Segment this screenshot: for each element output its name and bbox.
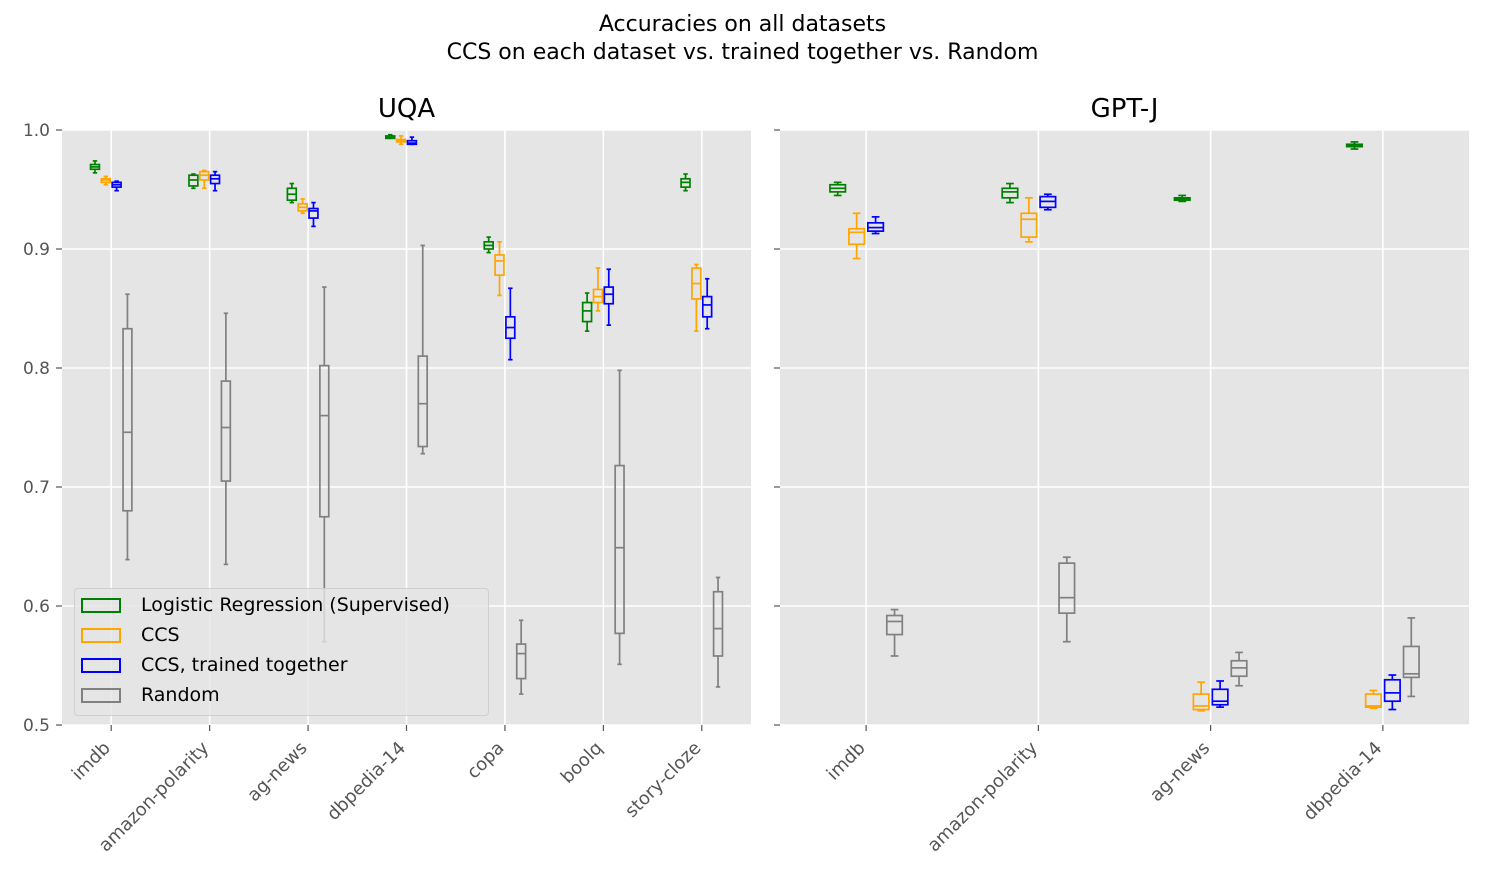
box-uqa-imdb-random-iqr: [122, 327, 133, 512]
legend-item-ccs: CCS: [81, 623, 180, 647]
y-tick-label: 0.8: [23, 359, 50, 379]
legend-label-random: Random: [141, 684, 220, 706]
box-uqa-story-cloze-random-iqr: [712, 590, 724, 657]
x-tick-label-amazon-polarity: amazon-polarity: [923, 737, 1042, 856]
panel-title-uqa: UQA: [378, 94, 435, 124]
x-tick-label-ag-news: ag-news: [1146, 738, 1214, 806]
legend-swatch-ccs-trained-together: [81, 657, 121, 673]
y-tick-label: 0.5: [23, 716, 50, 736]
box-gpt-j-imdb-random-iqr: [885, 614, 904, 636]
box-gpt-j-imdb-ccs-iqr: [848, 227, 866, 246]
legend-item-logistic-regression: Logistic Regression (Supervised): [81, 593, 450, 617]
box-uqa-boolq-ccs-trained-together-iqr: [603, 286, 615, 305]
box-uqa-dbpedia-14-random-iqr: [417, 355, 429, 448]
legend-item-random: Random: [81, 683, 220, 707]
figure-title-line-2: CCS on each dataset vs. trained together…: [446, 40, 1039, 65]
x-tick-label-dbpedia-14: dbpedia-14: [323, 738, 410, 825]
y-tick-label: 0.6: [23, 597, 50, 617]
box-uqa-ag-news-ccs-trained-together-iqr: [308, 207, 319, 219]
x-tick-label-imdb: imdb: [68, 738, 115, 785]
box-uqa-boolq-random-iqr: [614, 464, 625, 635]
legend-label-ccs-trained-together: CCS, trained together: [141, 654, 348, 676]
panel-title-gpt-j: GPT-J: [1091, 94, 1159, 124]
x-tick-label-ag-news: ag-news: [243, 738, 311, 806]
x-tick-label-dbpedia-14: dbpedia-14: [1299, 738, 1386, 825]
y-tick-label: 1.0: [23, 121, 50, 141]
box-gpt-j-dbpedia-14-ccs-trained-together-iqr: [1383, 678, 1401, 703]
x-tick-label-amazon-polarity: amazon-polarity: [95, 737, 214, 856]
legend-item-ccs-trained-together: CCS, trained together: [81, 653, 348, 677]
box-gpt-j-amazon-polarity-ccs-iqr: [1020, 212, 1038, 238]
x-tick-label-story-cloze: story-cloze: [621, 738, 705, 822]
box-uqa-amazon-polarity-random-iqr: [220, 380, 232, 482]
box-gpt-j-amazon-polarity-logistic-regression-supervised-iqr: [1001, 187, 1019, 199]
legend-swatch-ccs: [81, 627, 121, 643]
legend: Logistic Regression (Supervised) CCS CCS…: [74, 588, 489, 716]
legend-swatch-random: [81, 687, 121, 703]
x-tick-label-boolq: boolq: [557, 738, 607, 788]
box-gpt-j-dbpedia-14-random-iqr: [1402, 645, 1420, 679]
box-uqa-story-cloze-ccs-trained-together-iqr: [701, 295, 713, 318]
legend-swatch-logistic-regression: [81, 597, 121, 613]
y-tick-label: 0.9: [23, 240, 50, 260]
legend-label-ccs: CCS: [141, 624, 180, 646]
box-uqa-ag-news-random-iqr: [319, 364, 330, 518]
x-tick-label-copa: copa: [463, 738, 509, 784]
box-uqa-boolq-logistic-regression-supervised-iqr: [581, 301, 593, 323]
box-uqa-copa-ccs-iqr: [494, 254, 505, 277]
box-gpt-j-dbpedia-14-ccs-iqr: [1364, 693, 1383, 708]
plot-area-gpt-j: [780, 130, 1469, 725]
box-gpt-j-ag-news-ccs-iqr: [1192, 693, 1210, 711]
legend-label-logistic-regression: Logistic Regression (Supervised): [141, 594, 450, 616]
x-tick-label-imdb: imdb: [823, 738, 870, 785]
y-tick-label: 0.7: [23, 478, 50, 498]
figure-title-line-1: Accuracies on all datasets: [598, 12, 887, 37]
box-gpt-j-amazon-polarity-random-iqr: [1058, 562, 1076, 614]
box-uqa-copa-random-iqr: [515, 643, 527, 680]
box-gpt-j-ag-news-ccs-trained-together-iqr: [1211, 688, 1229, 706]
